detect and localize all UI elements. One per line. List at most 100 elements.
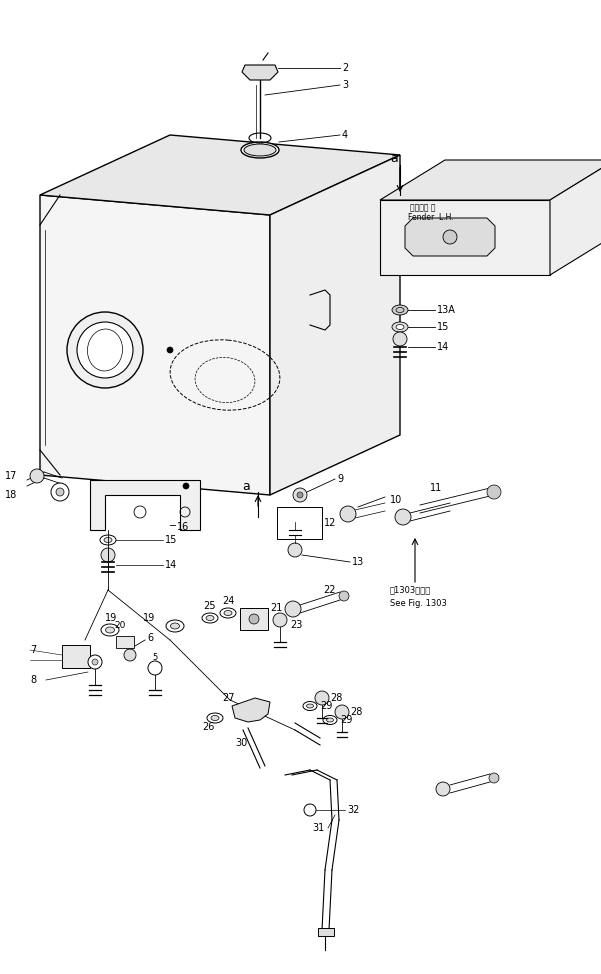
Ellipse shape <box>101 624 119 636</box>
Ellipse shape <box>241 142 279 158</box>
Text: 10: 10 <box>390 495 402 505</box>
Ellipse shape <box>100 535 116 545</box>
Circle shape <box>92 659 98 665</box>
Ellipse shape <box>202 613 218 623</box>
Bar <box>277 507 322 539</box>
Text: 5: 5 <box>153 653 157 662</box>
Text: 4: 4 <box>342 130 348 140</box>
Polygon shape <box>242 65 278 80</box>
Text: 27: 27 <box>222 693 234 703</box>
Text: Fender  L.H.: Fender L.H. <box>408 213 454 222</box>
Ellipse shape <box>166 620 184 632</box>
Circle shape <box>285 601 301 617</box>
Polygon shape <box>270 155 400 495</box>
Text: フェンダ 右: フェンダ 右 <box>410 204 436 212</box>
Text: 19: 19 <box>143 613 155 623</box>
Text: a: a <box>390 152 398 165</box>
Ellipse shape <box>207 713 223 723</box>
Circle shape <box>288 543 302 557</box>
Circle shape <box>339 591 349 601</box>
Text: 8: 8 <box>30 675 36 685</box>
Text: 11: 11 <box>430 483 442 493</box>
Circle shape <box>395 509 411 525</box>
Circle shape <box>340 506 356 522</box>
Circle shape <box>273 613 287 627</box>
Text: 18: 18 <box>5 490 17 500</box>
Text: See Fig. 1303: See Fig. 1303 <box>390 598 447 608</box>
Ellipse shape <box>392 322 408 332</box>
Circle shape <box>297 492 303 498</box>
Circle shape <box>335 705 349 719</box>
Circle shape <box>315 691 329 705</box>
Circle shape <box>293 488 307 502</box>
Ellipse shape <box>244 144 276 156</box>
Text: 6: 6 <box>147 633 153 643</box>
Text: 21: 21 <box>270 603 282 613</box>
Text: 22: 22 <box>324 585 336 595</box>
Ellipse shape <box>211 716 219 721</box>
Ellipse shape <box>303 701 317 710</box>
Circle shape <box>489 773 499 783</box>
Ellipse shape <box>392 305 408 315</box>
Text: 14: 14 <box>165 560 177 570</box>
Ellipse shape <box>224 611 232 616</box>
Ellipse shape <box>206 616 214 620</box>
Circle shape <box>487 485 501 499</box>
Polygon shape <box>380 160 601 200</box>
Text: 25: 25 <box>204 601 216 611</box>
Text: a: a <box>242 480 250 494</box>
Circle shape <box>101 548 115 562</box>
Bar <box>240 608 268 630</box>
Text: 19: 19 <box>105 613 117 623</box>
Text: 29: 29 <box>320 701 332 711</box>
Circle shape <box>30 469 44 483</box>
Circle shape <box>183 483 189 489</box>
Circle shape <box>148 661 162 675</box>
Ellipse shape <box>220 608 236 618</box>
Text: 2: 2 <box>342 63 348 73</box>
Text: 9: 9 <box>337 474 343 484</box>
Text: 30: 30 <box>235 738 247 748</box>
Text: 23: 23 <box>290 620 302 630</box>
Polygon shape <box>62 645 90 668</box>
Text: 24: 24 <box>222 596 234 606</box>
Text: 13A: 13A <box>437 305 456 315</box>
Circle shape <box>56 488 64 496</box>
Ellipse shape <box>307 704 314 708</box>
Ellipse shape <box>326 718 334 722</box>
Ellipse shape <box>171 623 180 629</box>
Polygon shape <box>380 200 550 275</box>
Text: 32: 32 <box>347 805 359 815</box>
Text: 20: 20 <box>114 621 126 630</box>
Circle shape <box>249 614 259 624</box>
Text: 12: 12 <box>324 518 337 528</box>
Bar <box>116 636 134 648</box>
Text: 28: 28 <box>330 693 343 703</box>
Circle shape <box>167 347 173 353</box>
Circle shape <box>51 483 69 501</box>
Text: 17: 17 <box>5 471 17 481</box>
Circle shape <box>443 230 457 244</box>
Bar <box>318 928 334 936</box>
Polygon shape <box>40 135 400 215</box>
Polygon shape <box>90 480 200 530</box>
Circle shape <box>77 322 133 378</box>
Text: 15: 15 <box>165 535 177 545</box>
Text: 第1303図参照: 第1303図参照 <box>390 585 432 594</box>
Circle shape <box>436 782 450 796</box>
Text: 14: 14 <box>437 342 450 352</box>
Circle shape <box>393 332 407 346</box>
Text: 16: 16 <box>177 522 189 532</box>
Ellipse shape <box>323 716 337 725</box>
Text: 26: 26 <box>202 722 215 732</box>
Circle shape <box>88 655 102 669</box>
Text: 7: 7 <box>30 645 36 655</box>
Circle shape <box>304 804 316 816</box>
Text: 13: 13 <box>352 557 364 567</box>
Polygon shape <box>232 698 270 722</box>
Text: 31: 31 <box>312 823 325 833</box>
Polygon shape <box>405 218 495 256</box>
Ellipse shape <box>104 538 112 543</box>
Polygon shape <box>550 160 601 275</box>
Circle shape <box>67 312 143 388</box>
